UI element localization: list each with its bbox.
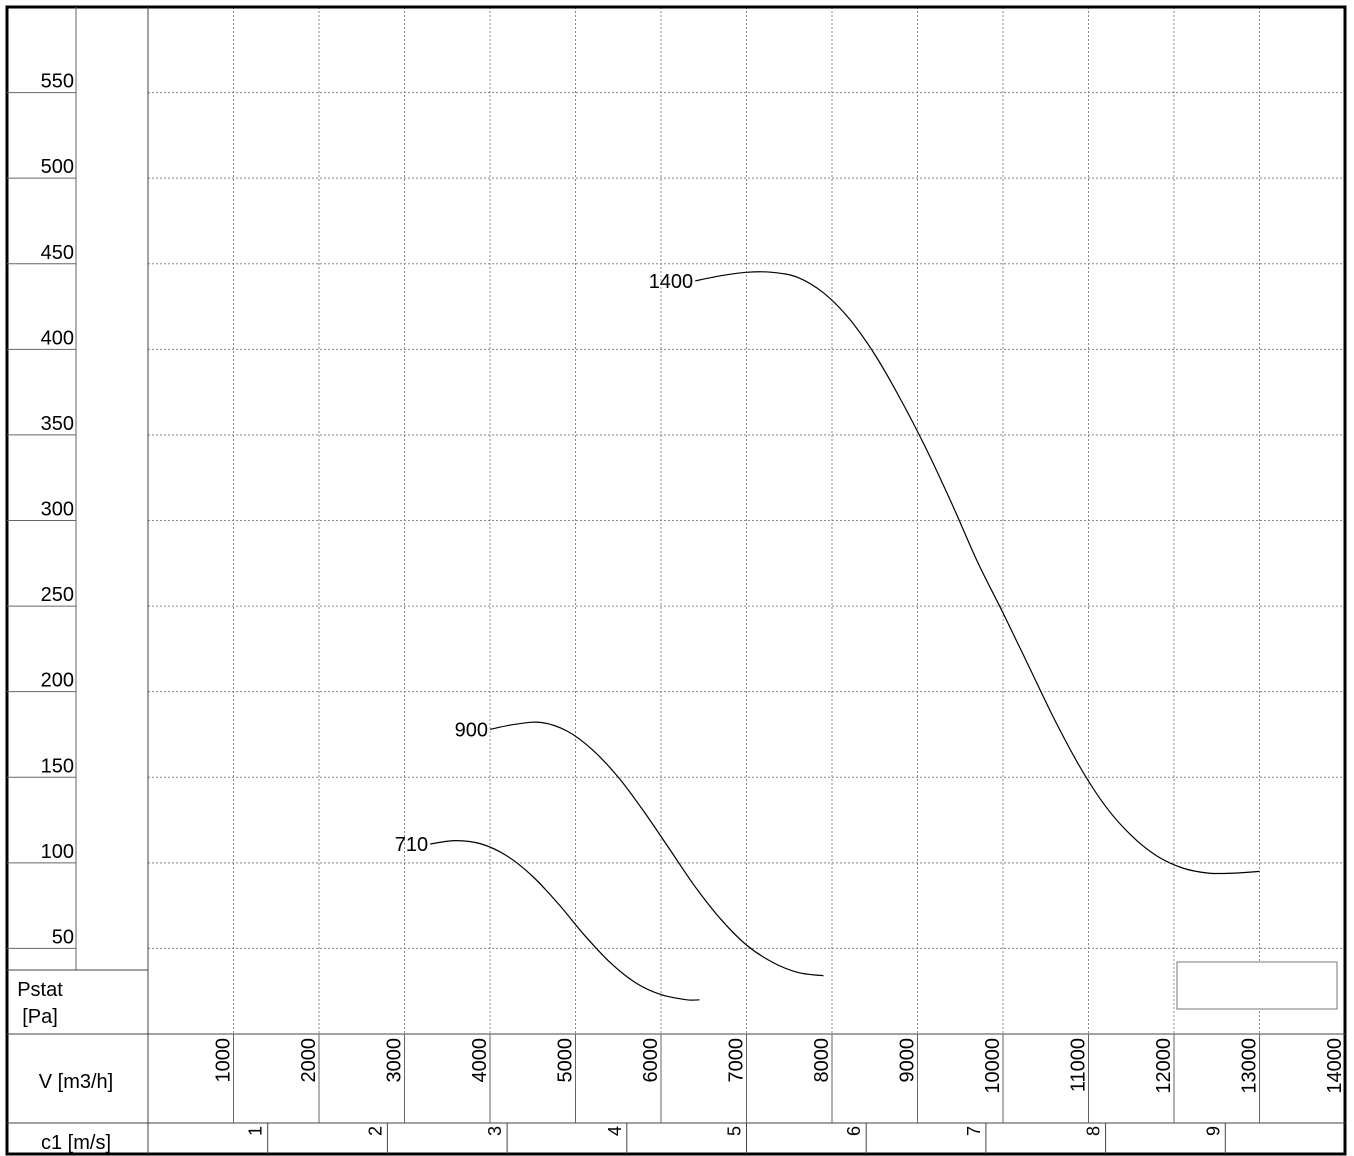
series-line-710 xyxy=(430,839,700,1001)
series-group: 710 900 1400 xyxy=(395,271,1260,1001)
x-tick-label: 6000 xyxy=(640,1038,662,1083)
x-tick-label: 2000 xyxy=(298,1038,320,1083)
x-tick-label: 7000 xyxy=(726,1038,748,1083)
x2-tick-label: 1 xyxy=(246,1126,266,1136)
y-tick-label: 200 xyxy=(41,670,74,692)
x-tick-label: 5000 xyxy=(555,1038,577,1083)
x2-axis-label: c1 [m/s] xyxy=(41,1132,111,1154)
x-axis: 1000 2000 3000 4000 5000 6000 7000 8000 9000 1000… xyxy=(213,1034,1346,1123)
series-line-900 xyxy=(489,721,824,977)
y-tick-label: 100 xyxy=(41,841,74,863)
y-tick-label: 50 xyxy=(52,926,74,948)
x2-tick-label: 9 xyxy=(1203,1126,1223,1136)
x2-tick-label: 7 xyxy=(964,1126,984,1136)
x-tick-label: 12000 xyxy=(1153,1038,1175,1094)
x2-tick-label: 3 xyxy=(485,1126,505,1136)
y-tick-label: 500 xyxy=(41,156,74,178)
legend-box xyxy=(1176,961,1338,1010)
y-axis-label: Pstat xyxy=(17,979,63,1001)
x-tick-label: 14000 xyxy=(1324,1038,1346,1094)
series-label-1400: 1400 xyxy=(649,271,694,293)
series-label-900: 900 xyxy=(455,719,488,741)
x-tick-label: 13000 xyxy=(1239,1038,1261,1094)
grid xyxy=(148,7,1345,1034)
y-tick-label: 300 xyxy=(41,499,74,521)
series-label-710: 710 xyxy=(395,834,428,856)
x-tick-label: 8000 xyxy=(811,1038,833,1083)
outer-border xyxy=(5,5,1347,1156)
x2-tick-label: 5 xyxy=(725,1126,745,1136)
y-tick-label: 400 xyxy=(41,327,74,349)
y-tick-label: 350 xyxy=(41,413,74,435)
x-tick-label: 3000 xyxy=(384,1038,406,1083)
y-axis-unit-label: [Pa] xyxy=(22,1006,58,1028)
x-axis-label: V [m3/h] xyxy=(39,1071,113,1093)
x-tick-label: 9000 xyxy=(897,1038,919,1083)
y-tick-label: 450 xyxy=(41,242,74,264)
x-tick-label: 1000 xyxy=(213,1038,235,1083)
series-line-1400 xyxy=(695,271,1260,875)
x-tick-label: 11000 xyxy=(1068,1038,1090,1092)
chart-frame xyxy=(5,5,1347,1156)
y-tick-label: 550 xyxy=(41,71,74,93)
x-tick-label: 4000 xyxy=(469,1038,491,1083)
x2-tick-label: 8 xyxy=(1084,1126,1104,1136)
x2-tick-label: 2 xyxy=(365,1126,385,1136)
x2-tick-label: 6 xyxy=(844,1126,864,1136)
x2-tick-label: 4 xyxy=(605,1126,625,1136)
y-tick-label: 250 xyxy=(41,584,74,606)
y-tick-label: 150 xyxy=(41,755,74,777)
y-axis: 50 100 150 200 250 300 350 400 450 500 550 xyxy=(7,71,76,949)
x2-axis: 1 2 3 4 5 6 7 8 9 xyxy=(246,1123,1226,1154)
x-tick-label: 10000 xyxy=(982,1038,1004,1094)
